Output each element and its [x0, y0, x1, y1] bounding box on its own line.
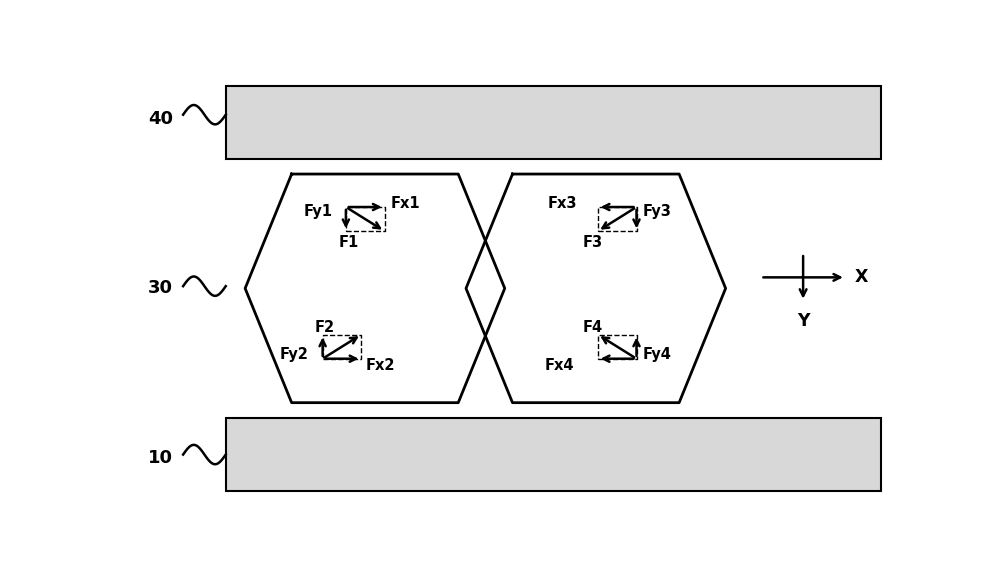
Bar: [226, 418, 881, 490]
Text: F2: F2: [315, 320, 335, 335]
Text: 30: 30: [148, 279, 173, 297]
Text: Fx3: Fx3: [547, 196, 577, 211]
Text: F4: F4: [582, 320, 602, 335]
Text: F3: F3: [582, 235, 602, 250]
Text: Fx1: Fx1: [391, 196, 420, 211]
Text: 10: 10: [148, 449, 173, 467]
Text: X: X: [855, 268, 868, 287]
Text: Fy4: Fy4: [643, 347, 672, 362]
Text: Fx4: Fx4: [545, 358, 575, 373]
Text: Y: Y: [797, 312, 809, 331]
Bar: [226, 86, 881, 159]
Text: Fy2: Fy2: [280, 347, 309, 362]
Text: F1: F1: [338, 235, 358, 250]
Text: Fy3: Fy3: [643, 204, 672, 219]
Text: 40: 40: [148, 110, 173, 128]
Text: Fx2: Fx2: [365, 358, 395, 373]
Text: Fy1: Fy1: [303, 204, 332, 219]
